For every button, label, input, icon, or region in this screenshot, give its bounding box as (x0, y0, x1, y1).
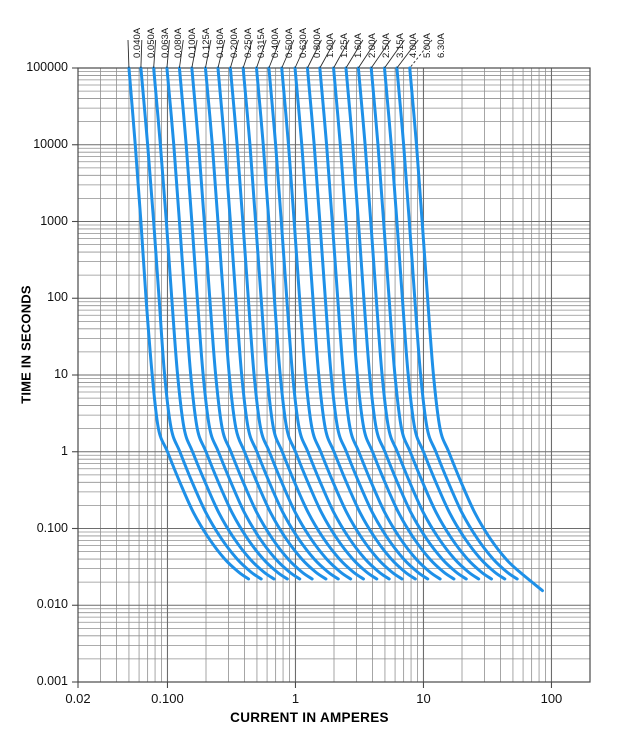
curve-0_125A (190, 66, 314, 581)
leader-line (204, 39, 212, 69)
y-tick-label: 10 (54, 367, 68, 381)
y-tick-label: 10000 (33, 136, 68, 151)
leader-line (384, 39, 405, 69)
curve-label-1_60A: 1.60A (353, 33, 365, 58)
leader-line (333, 39, 350, 69)
leader-line (256, 39, 267, 69)
curve-0_160A (203, 66, 328, 581)
curve-0_250A (228, 66, 353, 581)
leader-line (268, 39, 281, 69)
y-axis-title: TIME IN SECONDS (18, 285, 34, 404)
leader-line (396, 39, 419, 69)
leader-line (281, 39, 295, 69)
curve-label-0_080A: 0.080A (173, 27, 185, 58)
curve-label-0_200A: 0.200A (228, 27, 240, 58)
curve-3_15A (369, 66, 493, 581)
leader-line (217, 39, 226, 69)
leader-line (357, 39, 378, 69)
curve-label-5_00A: 5.00A (422, 33, 434, 58)
curve-1_60A (332, 66, 456, 581)
leader-line (319, 39, 336, 69)
leader-line (345, 39, 364, 69)
y-tick-label: 0.100 (36, 520, 68, 535)
curve-4_00A (382, 66, 507, 581)
x-axis-title: CURRENT IN AMPERES (230, 710, 389, 725)
curve-label-3_15A: 3.15A (394, 33, 406, 58)
y-tick-label: 100 (47, 290, 68, 305)
x-tick-label: 10 (416, 691, 431, 706)
curve-2_50A (356, 66, 481, 581)
curve-label-0_063A: 0.063A (159, 27, 171, 58)
curve-1_00A (305, 66, 430, 581)
leader-line (242, 39, 253, 69)
y-tick-label: 0.010 (36, 597, 68, 612)
leader-line (127, 39, 130, 69)
curve-label-0_500A: 0.500A (284, 27, 295, 58)
curve-label-0_250A: 0.250A (242, 27, 254, 58)
x-tick-label: 0.100 (151, 691, 184, 706)
curve-label-0_050A: 0.050A (145, 27, 157, 58)
annotation-leader-lines (127, 39, 433, 69)
curve-2_00A (344, 66, 468, 581)
y-tick-label: 1 (61, 443, 68, 458)
curve-label-1_00A: 1.00A (325, 33, 337, 58)
curve-label-0_125A: 0.125A (201, 27, 213, 58)
leader-line (294, 39, 309, 69)
curve-0_400A (254, 66, 379, 581)
leader-line (178, 39, 184, 69)
time-current-curves (127, 66, 544, 593)
leader-line (307, 39, 322, 69)
x-tick-label: 0.02 (65, 691, 91, 706)
x-tick-label: 1 (291, 691, 300, 706)
curve-0_800A (293, 66, 417, 581)
leader-line (229, 39, 239, 69)
curve-label-0_400A: 0.400A (270, 27, 282, 58)
leader-line (191, 39, 198, 69)
curve-0_200A (216, 66, 340, 581)
leader-line (166, 39, 170, 69)
curve-0_630A (280, 66, 404, 581)
curve-label-0_315A: 0.315A (256, 27, 268, 58)
curve-0_315A (241, 66, 365, 581)
leader-line (370, 39, 391, 69)
curve-label-2_00A: 2.00A (366, 33, 378, 58)
curve-5_00A (395, 66, 519, 581)
axis-tick-marks (72, 67, 553, 688)
curve-0_100A (177, 66, 302, 581)
curve-label-2_50A: 2.50A (380, 33, 392, 58)
curve-1_25A (318, 66, 442, 581)
curve-label-0_100A: 0.100A (187, 27, 199, 58)
curve-6_30A (408, 66, 544, 593)
y-tick-label: 100000 (26, 60, 68, 74)
curve-label-0_630A: 0.630A (297, 27, 309, 58)
leader-line (409, 39, 433, 69)
curve-0_063A (152, 66, 276, 581)
leader-line (153, 39, 157, 69)
x-tick-label: 100 (540, 691, 563, 706)
y-tick-label: 0.001 (36, 674, 68, 688)
y-tick-label: 1000 (40, 213, 68, 228)
curve-0_050A (139, 66, 263, 581)
leader-line (140, 39, 143, 69)
curve-label-0_800A: 0.800A (311, 27, 323, 58)
curve-label-6_30A: 6.30A (436, 33, 447, 58)
curve-label-0_160A: 0.160A (214, 27, 226, 58)
curve-label-0_040A: 0.040A (132, 27, 143, 58)
curve-label-4_00A: 4.00A (408, 33, 420, 58)
curve-label-1_25A: 1.25A (339, 33, 351, 58)
curve-0_080A (165, 66, 289, 581)
curve-0_500A (267, 66, 391, 581)
curve-0_040A (127, 66, 251, 581)
